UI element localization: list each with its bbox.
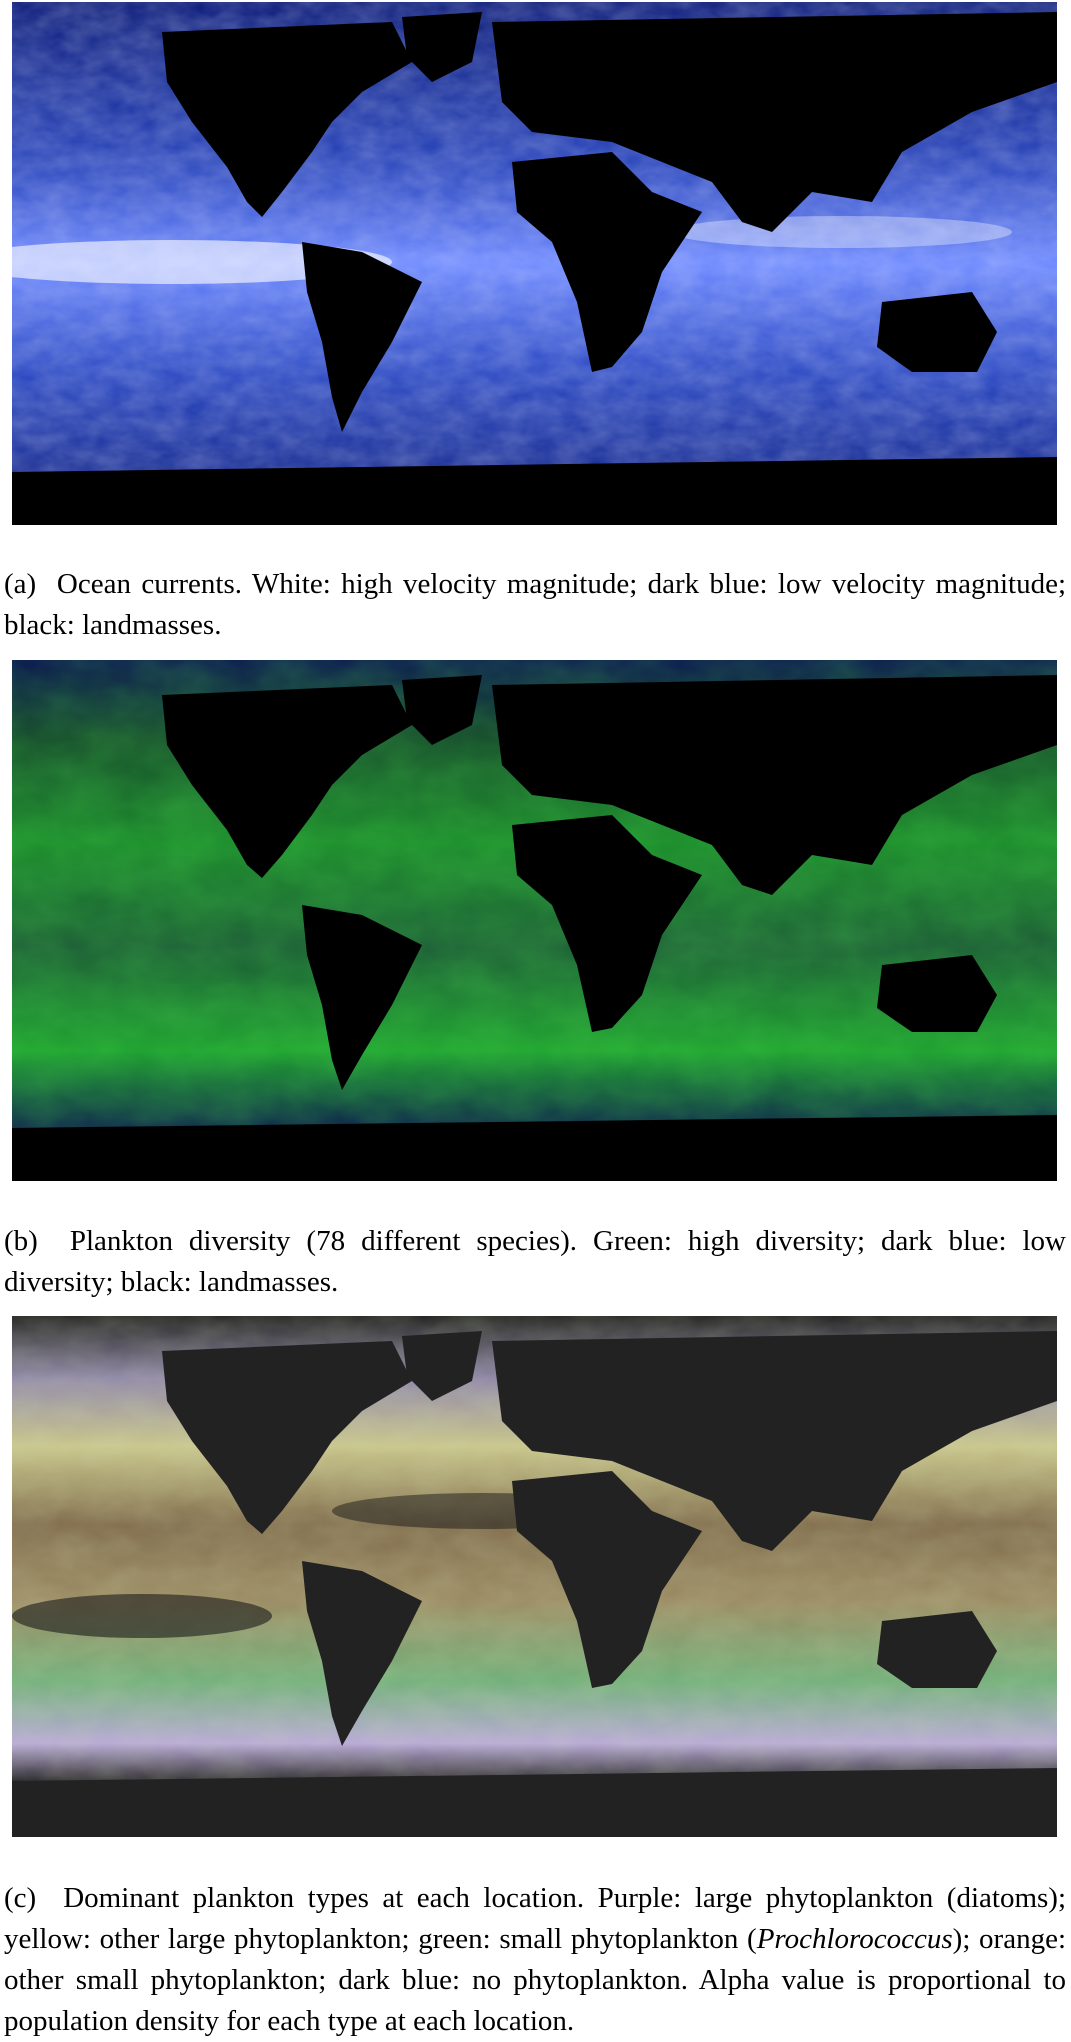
ocean-currents-map [12,2,1057,525]
landmasses [12,12,1057,525]
north-america [162,22,412,217]
south-america [302,1561,422,1746]
australia [877,1611,997,1688]
greenland [402,1331,482,1401]
antarctica [12,1115,1057,1181]
figure-caption-c: (c) Dominant plankton types at each loca… [4,1878,1066,2042]
north-america [162,1341,412,1534]
caption-text: Ocean currents. White: high velocity mag… [4,568,1066,641]
landmasses [12,1331,1057,1837]
caption-text-before-italic: Dominant plankton types at each location… [4,1882,1067,1955]
greenland [402,12,482,82]
plankton-diversity-map-svg [12,660,1057,1181]
equatorial-current-band [12,240,392,284]
caption-label: (b) [4,1225,38,1257]
plankton-diversity-map [12,660,1057,1181]
caption-text-after-italic: ); orange: other small phytoplankton; da… [4,1923,1067,2037]
africa [512,1471,702,1688]
eurasia [492,1331,1057,1551]
antarctica [12,457,1057,525]
eurasia [492,675,1057,895]
greenland [402,675,482,745]
antarctica [12,1768,1057,1837]
caption-italic-species: Prochlorococcus [756,1923,953,1955]
caption-text: Plankton diversity (78 different species… [4,1225,1067,1298]
africa [512,152,702,372]
south-america [302,905,422,1090]
figure-caption-a: (a) Ocean currents. White: high velocity… [4,564,1066,646]
ocean-currents-map-svg [12,2,1057,525]
south-america [302,242,422,432]
caption-label: (c) [4,1882,37,1914]
dominant-plankton-map-svg [12,1316,1057,1837]
north-america [162,685,412,878]
caption-label: (a) [4,568,37,600]
dominant-plankton-map [12,1316,1057,1837]
australia [877,292,997,372]
australia [877,955,997,1032]
eurasia [492,12,1057,232]
figure-caption-b: (b) Plankton diversity (78 different spe… [4,1221,1066,1303]
landmasses [12,675,1057,1181]
equatorial-current-band [672,216,1012,248]
no-plankton-patch [12,1594,272,1638]
africa [512,815,702,1032]
